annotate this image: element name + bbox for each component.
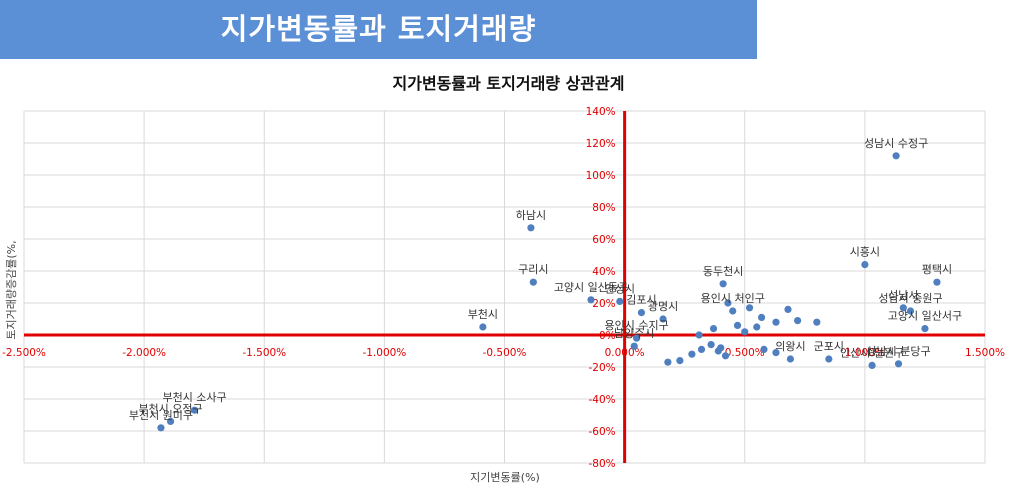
data-point: [688, 350, 696, 358]
y-tick-label: -80%: [588, 458, 615, 470]
x-tick-label: -0.500%: [483, 347, 527, 359]
data-label: 용인시 수지구: [605, 319, 669, 332]
data-label: 동두천시: [703, 264, 743, 278]
x-tick-label: -1.000%: [362, 347, 406, 359]
data-point: [784, 305, 792, 313]
data-point: [529, 278, 537, 286]
data-label: 성남시 중원구: [878, 292, 942, 305]
data-point: [757, 313, 766, 321]
data-label: 구리시: [518, 263, 548, 276]
y-tick-label: 20%: [592, 298, 615, 310]
data-point: [166, 417, 175, 425]
data-point: [813, 318, 821, 326]
y-tick-label: -60%: [588, 426, 615, 438]
data-label: 부천시 소사구: [162, 390, 226, 404]
data-point: [659, 315, 667, 323]
data-label: 성남시 분당구: [866, 345, 930, 358]
x-axis-title: 지기변동률(%): [470, 471, 540, 484]
chart-title: 지가변동률과 토지거래량 상관관계: [392, 74, 625, 93]
data-point: [676, 357, 684, 365]
data-point: [709, 325, 718, 333]
data-point: [894, 360, 903, 368]
data-label: 시흥시: [850, 245, 880, 259]
data-point: [637, 309, 646, 317]
data-label: 안산시 단원구: [840, 346, 904, 359]
data-label: 부천시 원미구: [129, 408, 193, 422]
data-label: 의왕시: [775, 340, 805, 353]
data-label: 김포시: [626, 294, 656, 307]
data-point: [772, 349, 780, 357]
y-tick-label: 0%: [599, 330, 616, 342]
x-tick-label: 0.000%: [605, 347, 645, 359]
data-point: [772, 318, 780, 326]
y-tick-label: 40%: [592, 266, 615, 278]
data-point: [664, 358, 672, 366]
data-label: 고양시 일산동구: [554, 280, 628, 294]
data-point: [190, 406, 199, 414]
data-label: 하남시: [516, 208, 546, 222]
data-label: 광명시: [648, 300, 678, 313]
data-point: [906, 307, 915, 315]
data-point: [695, 331, 703, 339]
data-label: 평택시: [922, 263, 952, 276]
data-point: [921, 325, 929, 333]
data-point: [760, 345, 768, 353]
x-tick-label: -2.000%: [122, 347, 166, 359]
data-point: [899, 304, 907, 312]
data-point: [753, 323, 761, 331]
data-point: [794, 317, 802, 325]
y-axis-title: 토지거래량증감률(%,: [5, 240, 18, 339]
data-point: [157, 424, 165, 432]
data-point: [479, 323, 487, 331]
data-point: [527, 224, 535, 232]
data-point: [697, 345, 706, 353]
y-tick-label: -40%: [588, 394, 615, 406]
data-label: 용인시 처인구: [701, 292, 765, 305]
x-tick-label: 1.500%: [965, 347, 1005, 359]
data-point: [630, 342, 638, 350]
data-label: 남양주시: [614, 327, 654, 340]
banner-title: 지가변동률과 토지거래량: [220, 12, 537, 46]
data-label: 안성시: [605, 282, 635, 295]
data-label: 군포시: [814, 340, 844, 353]
y-tick-label: 100%: [586, 170, 616, 182]
data-point: [616, 297, 624, 305]
data-point: [724, 299, 732, 307]
data-point: [633, 334, 641, 342]
data-label: 부천시: [468, 307, 498, 321]
data-label: 성남시 수정구: [864, 137, 928, 150]
data-point: [741, 328, 749, 336]
y-tick-label: 140%: [586, 106, 616, 118]
y-tick-label: -20%: [588, 362, 615, 374]
y-tick-label: 60%: [592, 234, 615, 246]
data-point: [719, 280, 727, 288]
title-banner: [0, 0, 757, 59]
data-point: [933, 278, 941, 286]
y-tick-label: 120%: [586, 138, 616, 150]
data-point: [745, 304, 754, 312]
data-label: 부천시 오정구: [138, 401, 202, 415]
data-point: [861, 261, 869, 269]
data-label: 고양시 일산서구: [888, 309, 962, 323]
data-point: [707, 341, 715, 349]
x-tick-label: -1.500%: [242, 347, 286, 359]
data-point: [733, 321, 742, 329]
x-tick-label: 1.000%: [845, 347, 885, 359]
data-point: [892, 152, 900, 160]
x-tick-label: -2.500%: [2, 347, 46, 359]
data-point: [717, 344, 725, 352]
x-tick-label: 0.500%: [725, 347, 765, 359]
data-point: [721, 352, 730, 360]
data-label: 성남시: [888, 289, 918, 302]
data-point: [868, 361, 876, 369]
data-point: [786, 355, 794, 363]
y-tick-label: 80%: [592, 202, 615, 214]
data-point: [729, 307, 737, 315]
data-point: [587, 296, 595, 304]
data-point: [825, 355, 833, 363]
